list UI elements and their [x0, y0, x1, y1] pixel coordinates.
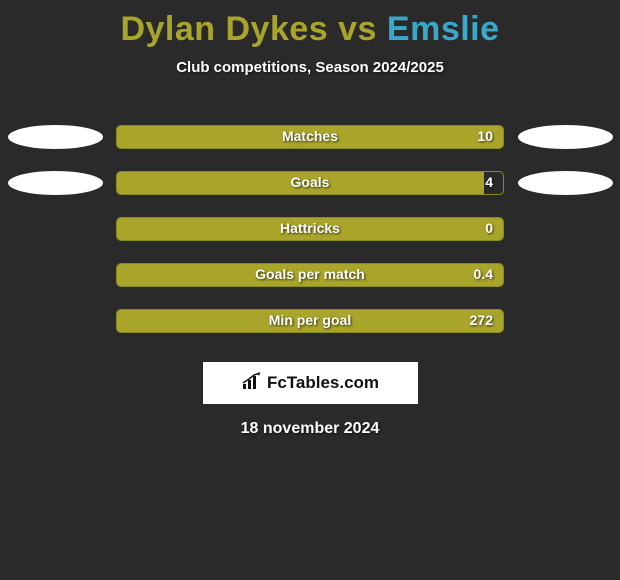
- vs-text: vs: [338, 10, 377, 48]
- stat-row: Hattricks0: [0, 206, 620, 252]
- stat-value: 272: [470, 312, 493, 328]
- stat-value: 0: [485, 220, 493, 236]
- stat-value: 10: [477, 128, 493, 144]
- subtitle: Club competitions, Season 2024/2025: [0, 59, 620, 76]
- stat-row: Min per goal272: [0, 298, 620, 344]
- comparison-chart: Matches10 Goals4 Hattricks0 Goals per match…: [0, 114, 620, 344]
- right-marker: [510, 171, 620, 195]
- logo-text: FcTables.com: [267, 373, 379, 393]
- left-marker: [0, 125, 110, 149]
- stat-label: Goals: [117, 174, 503, 190]
- stat-value: 0.4: [474, 266, 493, 282]
- stat-bar: Goals4: [116, 171, 504, 195]
- site-logo: FcTables.com: [203, 362, 418, 404]
- stat-row: Goals4: [0, 160, 620, 206]
- stat-bar: Hattricks0: [116, 217, 504, 241]
- stat-label: Goals per match: [117, 266, 503, 282]
- stat-label: Hattricks: [117, 220, 503, 236]
- stat-bar: Matches10: [116, 125, 504, 149]
- stat-bar: Goals per match0.4: [116, 263, 504, 287]
- player1-marker-icon: [8, 125, 103, 149]
- stat-row: Goals per match0.4: [0, 252, 620, 298]
- right-marker: [510, 125, 620, 149]
- stat-bar: Min per goal272: [116, 309, 504, 333]
- page-title: Dylan Dykes vs Emslie: [0, 0, 620, 49]
- stat-row: Matches10: [0, 114, 620, 160]
- player2-marker-icon: [518, 125, 613, 149]
- player1-marker-icon: [8, 171, 103, 195]
- left-marker: [0, 171, 110, 195]
- stat-value: 4: [485, 174, 493, 190]
- stat-label: Min per goal: [117, 312, 503, 328]
- date-text: 18 november 2024: [0, 420, 620, 438]
- player2-name: Emslie: [387, 10, 500, 48]
- player2-marker-icon: [518, 171, 613, 195]
- player1-name: Dylan Dykes: [120, 10, 328, 48]
- stat-label: Matches: [117, 128, 503, 144]
- chart-icon: [241, 372, 263, 395]
